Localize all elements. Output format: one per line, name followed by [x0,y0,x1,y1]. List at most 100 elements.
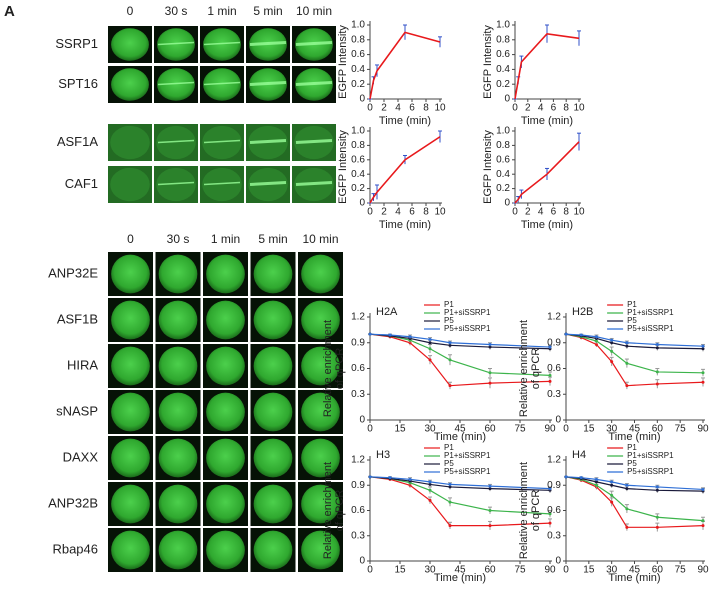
point [408,477,412,481]
y-tick-label: 0.4 [496,64,510,75]
nucleus [158,392,198,432]
row-label: Rbap46 [52,541,98,556]
point [548,345,552,349]
legend-label: P5+siSSRP1 [627,324,674,333]
point [428,482,432,486]
chart-title: H4 [572,449,586,461]
y-tick-label: 0.4 [496,169,510,180]
point [564,332,568,336]
point [488,342,492,346]
x-axis-label: Time (min) [434,572,486,584]
time-label: 10 min [296,4,332,18]
point [610,338,614,342]
nucleus [111,346,150,386]
point [625,487,629,491]
x-axis-label: Time (min) [608,431,660,443]
x-axis-label: Time (min) [434,431,486,443]
x-tick-label: 6 [551,103,557,114]
x-tick-label: 45 [454,424,466,435]
point [428,347,432,351]
legend-label: P5 [627,316,637,325]
y-axis-label: of qPCR [334,490,346,532]
x-axis-label: Time (min) [521,115,573,127]
x-tick-label: 2 [525,103,531,114]
y-tick-label: 0.6 [547,363,561,374]
series-line [369,136,441,204]
x-tick-label: 2 [525,207,531,218]
nucleus [206,300,245,340]
nucleus [111,68,149,101]
laser-stripe [203,81,241,86]
nucleus [202,167,242,202]
y-tick-label: 0.8 [351,140,365,151]
y-tick-label: 0.9 [351,480,365,491]
row-label: ANP32B [48,495,98,510]
x-tick-label: 0 [367,565,373,576]
nucleus [156,167,196,202]
y-tick-label: 0.2 [351,79,365,90]
x-tick-label: 75 [514,565,526,576]
point [610,483,614,487]
point [655,488,659,492]
point [388,476,392,480]
nucleus [206,346,245,386]
x-tick-label: 75 [514,424,526,435]
panel-label: A [4,3,15,20]
point [625,344,629,348]
x-tick-label: 30 [424,565,436,576]
row-label: CAF1 [65,176,98,191]
x-tick-label: 6 [409,207,415,218]
point [625,341,629,345]
y-tick-label: 0.6 [351,363,365,374]
point [428,480,432,484]
laser-stripe [157,81,195,86]
point [579,333,583,337]
time-label: 30 s [167,232,190,246]
point [655,370,659,374]
nucleus [253,300,293,340]
y-tick-label: 0.8 [351,34,365,45]
x-tick-label: 45 [629,424,641,435]
x-tick-label: 15 [583,565,595,576]
point [488,371,492,375]
point [594,480,598,484]
series-line [369,31,441,100]
point [428,488,432,492]
x-tick-label: 0 [367,207,373,218]
row-label: ASF1A [57,134,99,149]
x-tick-label: 4 [395,207,401,218]
point [548,487,552,491]
point [408,335,412,339]
point [594,342,598,346]
nucleus [253,530,293,570]
chart-title: H3 [376,449,390,461]
point [594,335,598,339]
y-axis-label: EGFP Intensity [337,130,349,204]
point [448,485,452,489]
x-tick-label: 6 [551,207,557,218]
y-tick-label: 0.3 [547,530,561,541]
point [448,341,452,345]
nucleus [158,530,198,570]
y-tick-label: 0.9 [547,337,561,348]
y-tick-label: 0 [359,415,365,426]
time-label: 1 min [211,232,240,246]
y-tick-label: 0.6 [496,49,510,60]
x-tick-label: 8 [563,207,569,218]
point [594,339,598,343]
row-label: HIRA [67,357,98,372]
point [701,347,705,351]
chart-title: H2A [376,306,398,318]
point [428,358,432,362]
x-axis-label: Time (min) [379,219,431,231]
point [548,373,552,377]
nucleus [111,530,150,570]
row-label: ASF1B [57,311,98,326]
laser-stripe [295,181,333,186]
x-tick-label: 60 [652,565,664,576]
y-tick-label: 1.2 [547,312,561,323]
y-axis-label: Relative enrichment [322,462,334,559]
laser-stripe [203,41,241,46]
y-tick-label: 1.0 [351,20,365,31]
